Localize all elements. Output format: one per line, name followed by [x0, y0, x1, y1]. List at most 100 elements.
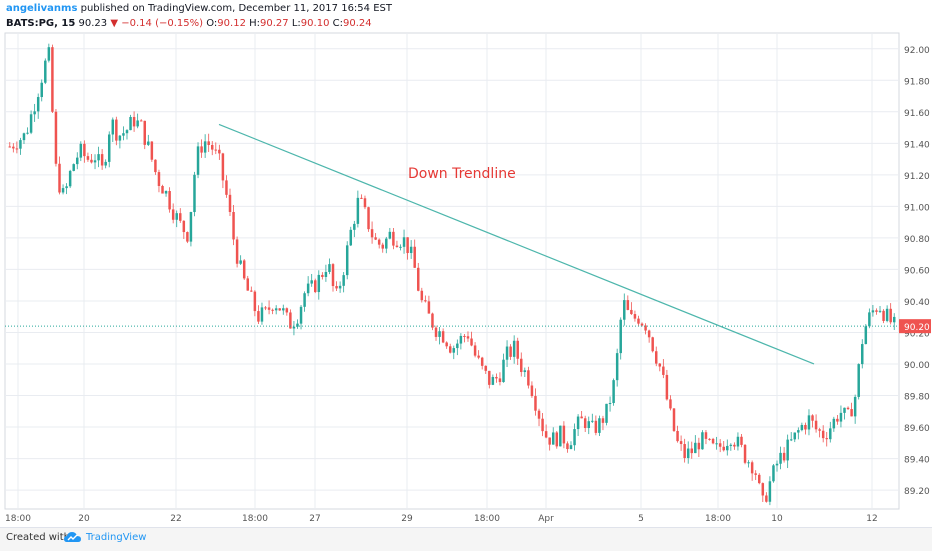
candle-body: [587, 421, 590, 429]
candle-body: [807, 415, 811, 430]
candle-body: [360, 197, 363, 199]
y-tick-label: 89.40: [904, 456, 930, 466]
candle-body: [189, 212, 193, 242]
close-label: C:: [332, 18, 343, 29]
candle-body: [345, 245, 349, 276]
low-value: 90.10: [300, 18, 330, 29]
candle-body: [370, 229, 374, 238]
candle-body: [772, 465, 775, 482]
candle-body: [267, 307, 271, 310]
candle-body: [466, 336, 470, 339]
candle-body: [399, 246, 402, 248]
candle-body: [321, 274, 324, 277]
candle-body: [612, 380, 615, 404]
candle-body: [527, 370, 530, 386]
candle-body: [701, 432, 704, 450]
tradingview-brand[interactable]: TradingView: [86, 532, 147, 543]
x-tick-label: 18:00: [474, 514, 500, 524]
candle-body: [530, 385, 534, 397]
candle-body: [210, 144, 214, 150]
candle-body: [793, 432, 797, 440]
y-tick-label: 90.00: [904, 361, 930, 371]
candle-body: [750, 462, 754, 474]
candle-body: [26, 132, 29, 134]
candle-body: [463, 335, 466, 337]
candle-body: [672, 408, 676, 431]
candle-body: [225, 180, 228, 195]
candle-body: [676, 430, 679, 442]
candle-body: [164, 191, 168, 194]
candle-body: [786, 439, 789, 461]
candle-body: [306, 283, 310, 294]
candle-body: [686, 448, 690, 459]
candle-body: [637, 318, 640, 324]
down-arrow-icon: ▼: [110, 18, 119, 29]
chart-header: angelivanms published on TradingView.com…: [6, 2, 906, 31]
candle-body: [90, 159, 93, 163]
candle-body: [520, 358, 523, 373]
x-tick-label: 18:00: [5, 514, 31, 524]
candle-body: [104, 161, 107, 166]
candle-body: [143, 120, 146, 145]
candle-body: [207, 141, 210, 145]
candle-body: [8, 146, 12, 148]
candle-body: [186, 232, 189, 242]
candle-body: [409, 246, 413, 254]
candle-body: [86, 156, 90, 160]
author-name[interactable]: angelivanms: [6, 3, 78, 14]
candle-body: [640, 323, 644, 326]
candle-body: [825, 438, 828, 440]
candle-body: [882, 310, 885, 321]
candle-body: [829, 428, 832, 440]
candle-body: [381, 244, 384, 249]
candle-body: [107, 134, 111, 162]
candle-body: [118, 135, 122, 141]
candle-body: [583, 418, 587, 429]
candle-body: [512, 340, 516, 357]
candle-body: [754, 473, 757, 475]
candle-body: [619, 319, 622, 354]
candle-body: [342, 275, 345, 286]
candle-body: [132, 116, 136, 127]
candle-body: [509, 346, 512, 357]
candle-body: [61, 188, 65, 193]
candle-body: [740, 436, 743, 445]
candle-body: [250, 290, 253, 292]
candle-body: [761, 483, 765, 496]
candle-body: [328, 264, 331, 272]
x-tick-label: 20: [78, 514, 90, 524]
publish-info: published on TradingView.com, December 1…: [80, 3, 392, 14]
x-tick-label: 12: [866, 514, 877, 524]
candle-body: [385, 238, 388, 249]
candle-body: [299, 306, 303, 324]
price-chart[interactable]: 92.00 91.80 91.60 91.40 91.20 91.00 90.80 90.60…: [0, 0, 932, 527]
candle-body: [200, 146, 203, 153]
candle-body: [868, 312, 871, 327]
candle-body: [54, 111, 58, 164]
candle-body: [758, 474, 761, 484]
candle-body: [19, 140, 22, 149]
candle-body: [72, 164, 75, 171]
candle-body: [406, 237, 409, 254]
candle-body: [335, 286, 338, 289]
candle-body: [704, 432, 708, 439]
candle-body: [782, 452, 786, 461]
candle-body: [548, 437, 551, 445]
y-tick-label: 91.40: [904, 140, 930, 150]
candle-body: [491, 376, 495, 385]
current-price-badge: [899, 319, 931, 334]
candle-body: [885, 308, 889, 321]
candle-body: [605, 403, 608, 423]
candle-body: [125, 130, 129, 134]
candle-body: [747, 462, 750, 464]
y-tick-label: 90.60: [904, 266, 930, 276]
created-with-label: Created with: [6, 532, 70, 543]
candle-body: [694, 442, 697, 454]
candle-body: [413, 246, 416, 268]
candle-body: [726, 445, 729, 451]
candle-body: [65, 186, 68, 189]
candle-body: [40, 82, 43, 98]
x-tick-label: 22: [170, 514, 181, 524]
candle-body: [317, 274, 321, 293]
candle-body: [147, 141, 150, 145]
